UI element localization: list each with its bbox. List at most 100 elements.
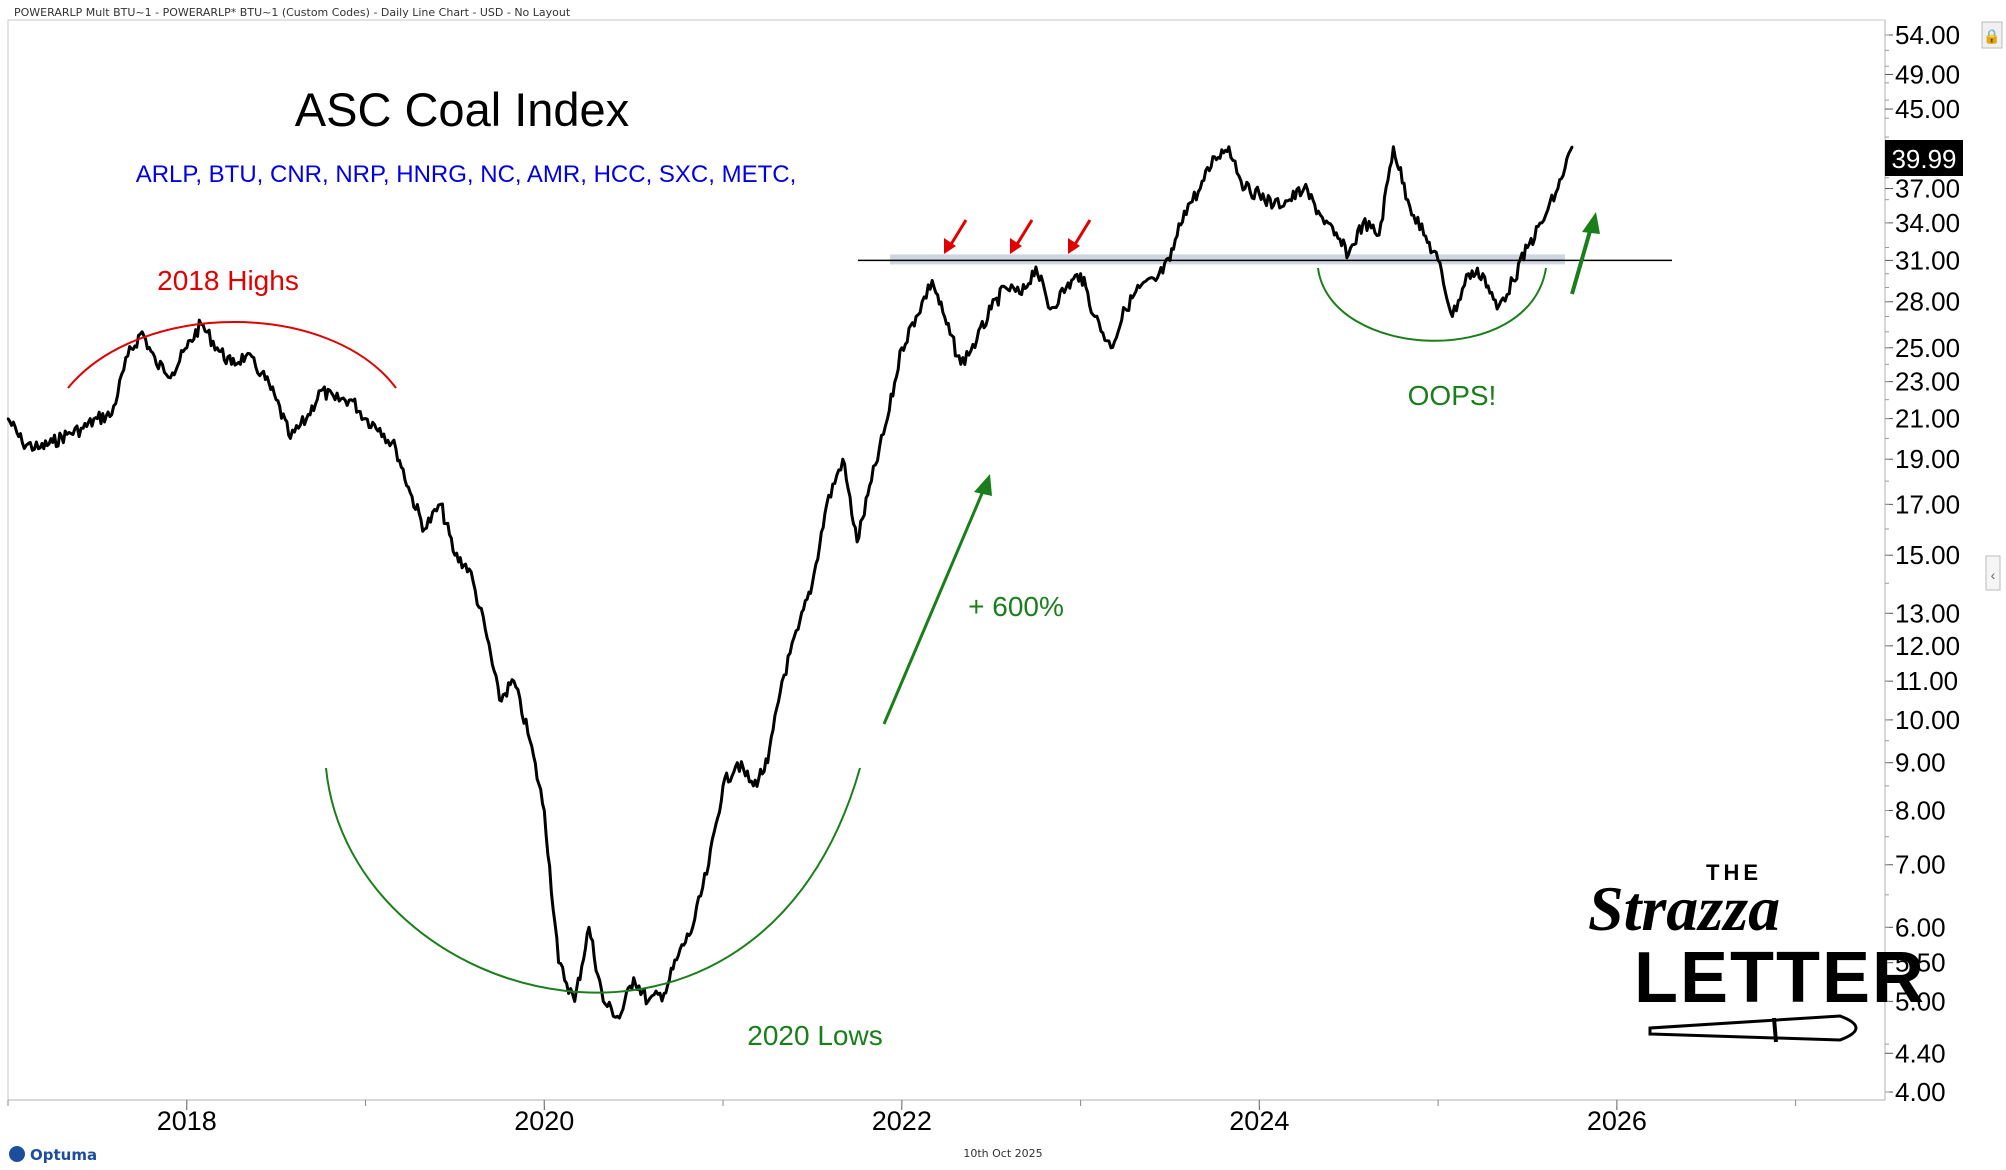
- series-point: [766, 761, 769, 764]
- series-point: [707, 863, 710, 866]
- optuma-logo: Optuma: [9, 1146, 97, 1164]
- series-point: [21, 441, 24, 444]
- series-point: [126, 354, 129, 358]
- series-point: [1020, 293, 1023, 296]
- series-point: [573, 1000, 576, 1003]
- series-point: [1436, 259, 1440, 262]
- series-point: [752, 784, 755, 788]
- series-point: [989, 307, 993, 311]
- series-point: [1138, 286, 1141, 289]
- series-point: [1333, 233, 1336, 237]
- resistance-test-arrows: [944, 219, 1092, 254]
- series-point: [81, 427, 85, 430]
- y-tick-label: 4.40: [1895, 1038, 1946, 1068]
- y-tick-label: 25.00: [1895, 333, 1960, 363]
- y-tick-label: 11.00: [1895, 666, 1958, 696]
- breakout-arrow: [1570, 223, 1594, 295]
- red-arrow-3: [1072, 219, 1092, 247]
- series-point: [155, 363, 158, 366]
- y-axis: 54.00 49.00 45.00 37.00 34.00 31.00 28.00 25.00…: [1885, 20, 1960, 1107]
- series-point: [1347, 252, 1350, 256]
- series-point: [1079, 272, 1082, 275]
- oops-arc: [1317, 267, 1547, 342]
- red-arrow-1-head: [944, 238, 956, 254]
- series-point: [1302, 187, 1306, 190]
- optuma-logo-text: Optuma: [30, 1146, 97, 1164]
- window-title: POWERARLP Mult BTU~1 - POWERARLP* BTU~1 …: [14, 6, 571, 19]
- red-arrow-2: [1014, 219, 1034, 247]
- series-point: [1511, 279, 1515, 282]
- series-point: [1243, 187, 1247, 190]
- pen-band: [1772, 1017, 1778, 1043]
- series-point: [602, 1000, 605, 1003]
- series-point: [484, 628, 487, 631]
- series-point: [1048, 307, 1052, 311]
- y-tick-label: 6.00: [1895, 912, 1946, 942]
- series-point: [1227, 145, 1231, 149]
- series-point: [1258, 192, 1261, 196]
- series-line: [6, 145, 1574, 1020]
- series-point: [1168, 259, 1172, 262]
- series-point: [468, 567, 471, 571]
- series-point: [811, 582, 814, 585]
- pen-icon: [1648, 1014, 1858, 1042]
- series-point: [1377, 233, 1381, 237]
- series-point: [171, 371, 174, 375]
- series-point: [350, 398, 353, 401]
- series-point: [6, 417, 10, 420]
- y-tick-label: 8.00: [1895, 796, 1946, 826]
- series-point: [1570, 145, 1574, 149]
- y-tick-label: 12.00: [1895, 631, 1960, 661]
- series-point: [557, 961, 560, 964]
- series-point: [1154, 279, 1157, 282]
- series-point: [1317, 209, 1320, 213]
- series-point: [423, 527, 426, 531]
- series-point: [1481, 272, 1484, 275]
- series-point: [1034, 265, 1038, 269]
- optuma-icon: [9, 1146, 25, 1162]
- series-point: [1272, 204, 1275, 207]
- series-point: [1406, 198, 1409, 201]
- y-tick-label: 34.00: [1895, 208, 1960, 238]
- series-point: [1288, 198, 1291, 201]
- oops-label: OOPS!: [1408, 380, 1497, 411]
- series-point: [721, 784, 725, 788]
- chevron-left-icon: ‹: [1991, 567, 1996, 583]
- last-price-badge: [1885, 140, 1963, 176]
- lock-icon: 🔒: [1983, 28, 2000, 45]
- series-point: [796, 628, 800, 631]
- y-tick-label: 5.50: [1895, 948, 1946, 978]
- x-tick-label: 2018: [157, 1106, 217, 1136]
- series-point: [1093, 315, 1097, 318]
- gain-arrow: [882, 483, 988, 725]
- y-tick-label: 19.00: [1895, 444, 1960, 474]
- series-point: [409, 491, 412, 494]
- y-tick-label: 9.00: [1895, 748, 1946, 778]
- y-tick-label: 45.00: [1895, 94, 1960, 124]
- series-point: [1556, 187, 1560, 190]
- y-tick-label: 7.00: [1895, 850, 1946, 880]
- last-price-value: 39.99: [1891, 144, 1956, 174]
- series-point: [618, 1016, 621, 1020]
- series-point: [1451, 315, 1454, 318]
- series-point: [96, 417, 99, 420]
- series-point: [333, 398, 337, 401]
- y-tick-label: 54.00: [1895, 20, 1960, 50]
- y-tick-label: 5.00: [1895, 986, 1946, 1016]
- series-point: [260, 371, 264, 375]
- series-point: [274, 398, 278, 401]
- series-point: [51, 441, 54, 444]
- series-point: [1526, 246, 1529, 249]
- series-point: [453, 554, 457, 557]
- components-list: ARLP, BTU, CNR, NRP, HNRG, NC, AMR, HCC,…: [136, 161, 797, 188]
- collapse-panel-button[interactable]: [1985, 555, 2001, 591]
- gain-label: + 600%: [968, 591, 1064, 622]
- series-point: [975, 338, 979, 341]
- series-point: [1124, 307, 1127, 311]
- lock-button[interactable]: [1981, 21, 2003, 49]
- breakout-arrow-head: [1582, 212, 1600, 234]
- lows-label: 2020 Lows: [747, 1020, 882, 1051]
- x-tick-label: 2022: [872, 1106, 932, 1136]
- series-point: [1183, 209, 1186, 213]
- y-tick-label: 37.00: [1895, 174, 1960, 204]
